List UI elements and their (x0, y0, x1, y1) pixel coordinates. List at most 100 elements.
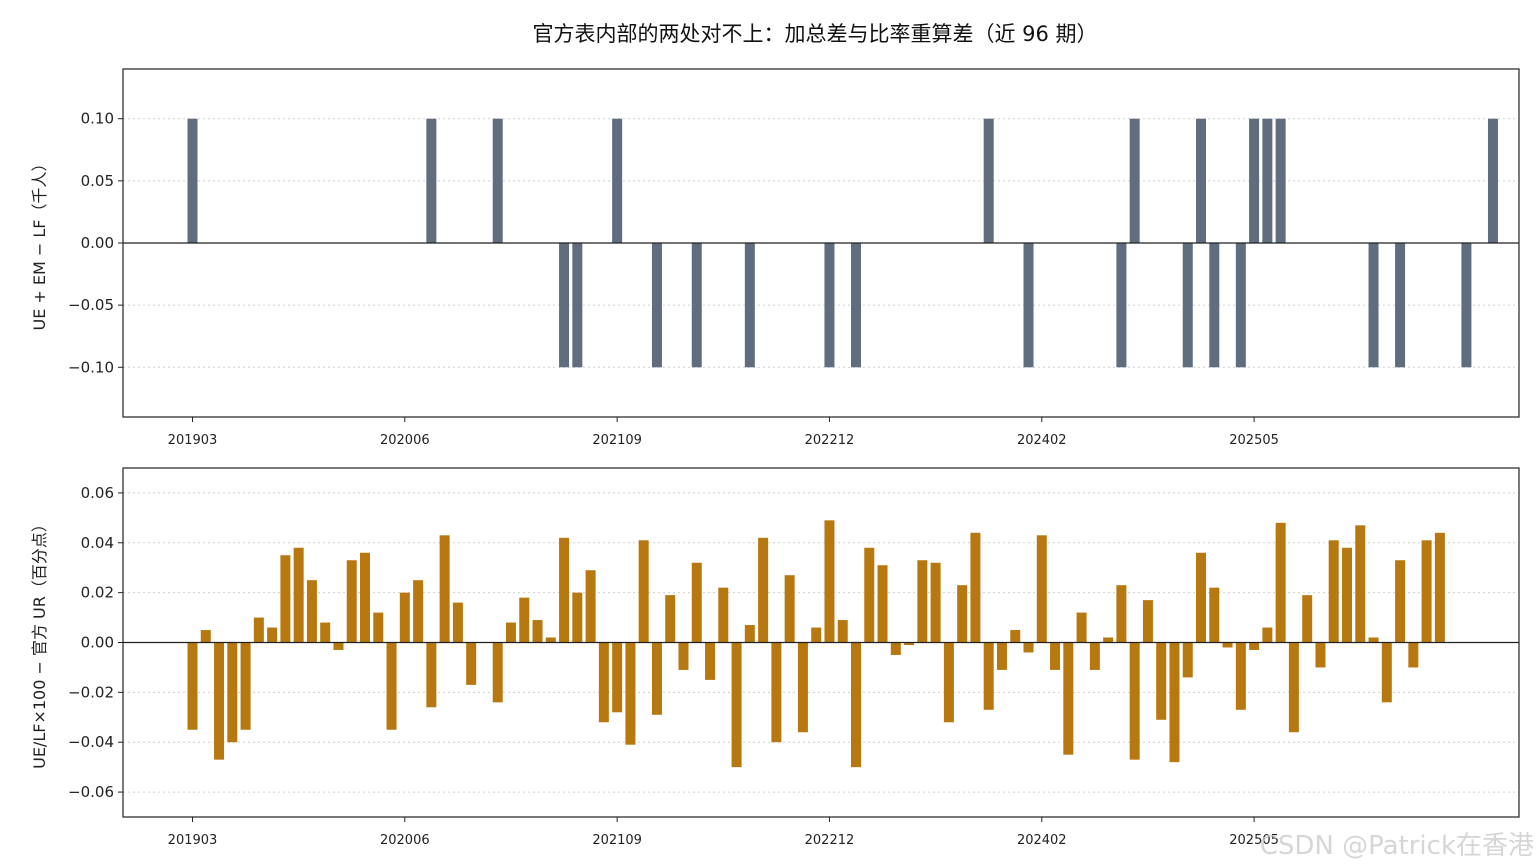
panel-integer-diff: 0.10 0.05 0.00 −0.05 −0.10 201903 202006 202109… (30, 68, 1520, 448)
bar (744, 243, 755, 368)
bar (731, 642, 742, 768)
bar (718, 587, 729, 643)
x-tick-label: 202402 (1017, 833, 1067, 848)
y-tick-label: 0.06 (81, 484, 114, 502)
bar (771, 642, 782, 743)
bar (227, 642, 238, 743)
bar (1408, 642, 1419, 668)
bar (651, 243, 662, 368)
y-tick-label: 0.00 (81, 234, 114, 252)
bar (492, 118, 503, 243)
bar (585, 570, 596, 643)
bar (545, 637, 556, 643)
bar (851, 243, 861, 368)
watermark: CSDN @Patrick在香港 (1259, 831, 1534, 861)
x-tick-label: 202006 (380, 833, 430, 848)
bar (1275, 118, 1286, 243)
bar (572, 592, 583, 643)
bar (930, 562, 941, 643)
bar (1222, 642, 1233, 648)
bar (1076, 612, 1087, 643)
bar (1156, 642, 1167, 720)
bar (758, 537, 769, 643)
bar (1341, 547, 1352, 643)
bar (1209, 587, 1220, 643)
bar (744, 625, 755, 643)
bar (1368, 637, 1379, 643)
bar (983, 642, 994, 710)
bar (1395, 560, 1406, 643)
bar (519, 597, 530, 643)
bar (559, 243, 570, 368)
bar (439, 535, 450, 643)
bar (1381, 642, 1392, 703)
y-tick-label: −0.06 (68, 783, 114, 801)
bar (691, 562, 702, 643)
bar (877, 565, 888, 643)
axes-frame (122, 467, 1520, 818)
bar (957, 585, 968, 643)
bar (1262, 627, 1273, 643)
bar (532, 620, 543, 643)
bar (1169, 642, 1180, 763)
x-tick-label: 202212 (805, 833, 855, 848)
bar (1275, 522, 1286, 643)
x-tick-label: 202109 (592, 833, 642, 848)
bar (1288, 642, 1299, 733)
bar (399, 592, 410, 643)
bar (373, 612, 384, 643)
figure-title: 官方表内部的两处对不上：加总差与比率重算差（近 96 期） (532, 22, 1097, 46)
bar (426, 642, 437, 708)
bar (1421, 540, 1432, 643)
bar (1315, 642, 1326, 668)
bar (1196, 118, 1207, 243)
x-tick-label: 202505 (1229, 433, 1279, 448)
bar (691, 243, 702, 368)
bar (904, 642, 915, 645)
bar (811, 627, 822, 643)
bar (346, 560, 357, 643)
bar (505, 622, 516, 643)
x-tick-label: 202109 (592, 433, 642, 448)
x-tick-label: 202212 (805, 433, 855, 448)
bar (1487, 118, 1498, 243)
bar (360, 552, 371, 643)
bar (1328, 540, 1339, 643)
bar (612, 642, 623, 713)
y-tick-label: −0.04 (68, 733, 114, 751)
y-axis-label: UE/LF×100 − 官方 UR（百分点） (30, 516, 49, 769)
bar (1010, 630, 1021, 643)
bar (612, 118, 623, 243)
bar (426, 118, 437, 243)
bar (1461, 243, 1472, 368)
bar (598, 642, 609, 723)
bar (797, 642, 808, 733)
bar (559, 537, 570, 643)
y-tick-label: −0.10 (68, 358, 114, 376)
bar (466, 642, 477, 685)
bar (1023, 642, 1034, 653)
y-axis-label: UE + EM − LF（千人） (30, 155, 49, 330)
bar (280, 555, 291, 643)
bar (214, 642, 225, 760)
bar (678, 642, 689, 670)
bar (187, 642, 198, 730)
y-tick-label: 0.05 (81, 172, 114, 190)
bar (293, 547, 304, 643)
bar (1063, 642, 1074, 755)
bar (943, 642, 954, 723)
panel-rate-diff: 0.06 0.04 0.02 0.00 −0.02 −0.04 −0.06 201903 202… (30, 467, 1520, 848)
bar (253, 617, 264, 643)
bar (784, 575, 795, 643)
bar (1050, 642, 1061, 670)
bar (651, 642, 662, 715)
bar (1196, 552, 1207, 643)
axes-frame (122, 68, 1520, 418)
y-tick-label: 0.04 (81, 534, 114, 552)
bar (970, 532, 981, 643)
y-tick-label: −0.02 (68, 683, 114, 701)
y-tick-label: −0.05 (68, 296, 114, 314)
x-tick-label: 202402 (1017, 433, 1067, 448)
bar (705, 642, 716, 680)
